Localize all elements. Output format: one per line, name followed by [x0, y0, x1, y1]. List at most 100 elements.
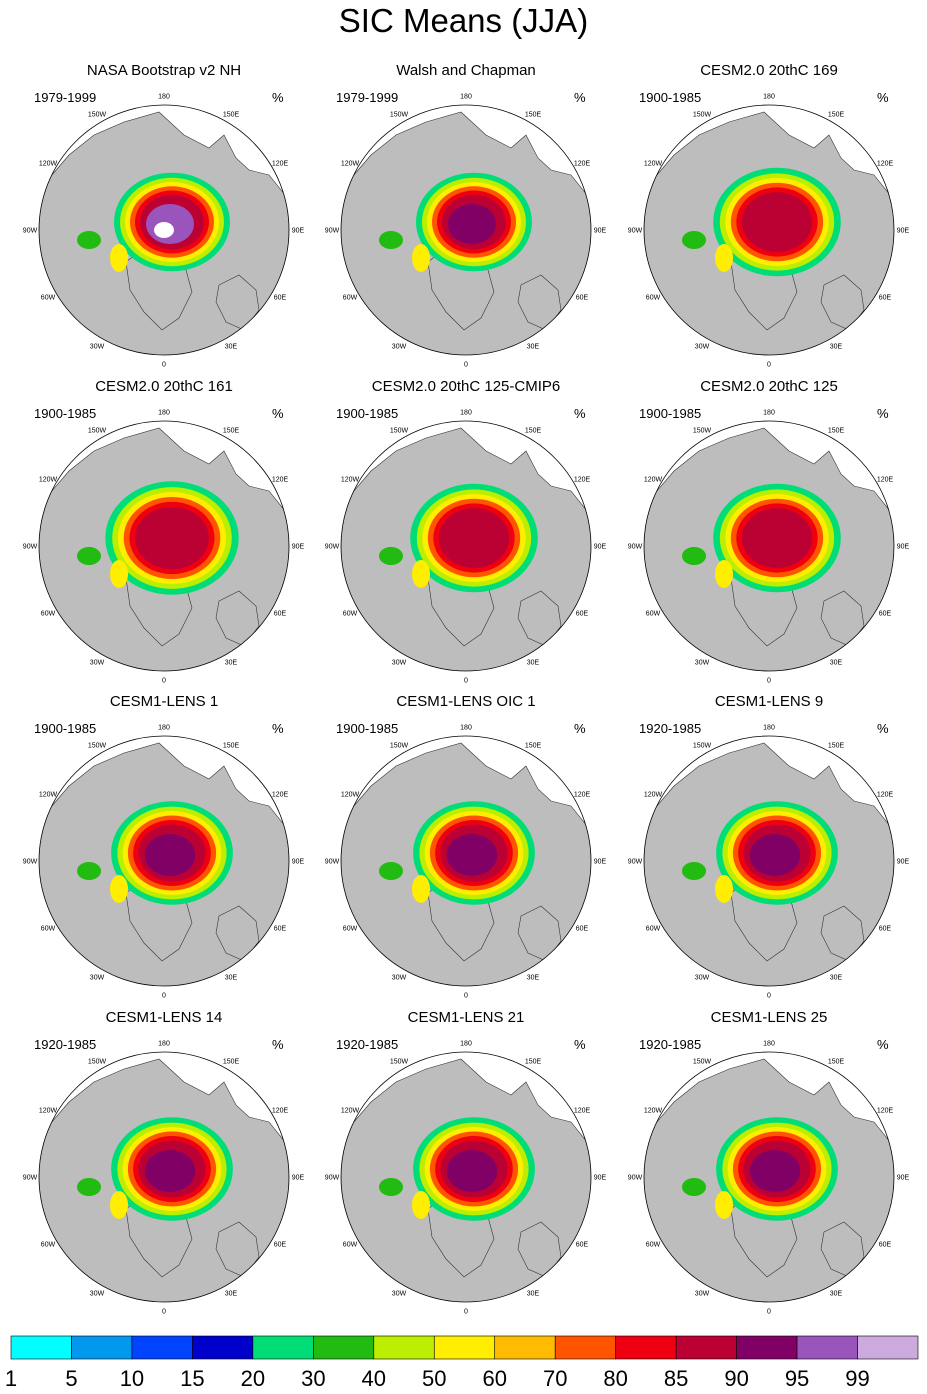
colorbar-swatch [373, 1335, 435, 1360]
panel-title: CESM1-LENS 9 [715, 693, 823, 710]
longitude-label: 30E [225, 344, 238, 351]
longitude-label: 150W [88, 1059, 107, 1066]
map-boundary [38, 735, 290, 987]
longitude-label: 120W [39, 792, 58, 799]
longitude-label: 120W [644, 477, 663, 484]
map-disk [341, 1052, 591, 1302]
longitude-label: 30W [695, 344, 710, 351]
longitude-label: 150E [525, 428, 542, 435]
panel-title: Walsh and Chapman [396, 62, 536, 79]
longitude-label: 30E [830, 1291, 843, 1298]
longitude-label: 60W [646, 926, 661, 933]
hudson-bay-ice [682, 231, 706, 249]
longitude-label: 90E [594, 544, 607, 551]
sea-ice-core [445, 518, 499, 562]
longitude-label: 120E [272, 792, 289, 799]
longitude-label: 60E [274, 295, 287, 302]
longitude-label: 30W [90, 660, 105, 667]
map-panel: CESM1-LENS 9 1920-1985 % 180 150W 150E 120W 120… [628, 693, 910, 1000]
panel-title: CESM1-LENS OIC 1 [396, 693, 535, 710]
longitude-label: 30W [695, 660, 710, 667]
hudson-bay-ice [379, 231, 403, 249]
longitude-label: 30W [392, 660, 407, 667]
longitude-label: 150W [390, 743, 409, 750]
longitude-label: 120E [877, 792, 894, 799]
longitude-label: 90W [628, 1175, 643, 1182]
longitude-label: 90W [325, 544, 340, 551]
figure-title: SIC Means (JJA) [338, 2, 589, 39]
panel-period: 1900-1985 [34, 406, 96, 421]
baffin-bay-ice [110, 244, 128, 272]
longitude-label: 90E [897, 228, 910, 235]
panel-title: CESM1-LENS 1 [110, 693, 218, 710]
longitude-label: 90W [628, 228, 643, 235]
longitude-label: 60E [879, 611, 892, 618]
baffin-bay-ice [715, 244, 733, 272]
longitude-label: 30E [527, 344, 540, 351]
panel-title: CESM2.0 20thC 161 [95, 378, 233, 395]
longitude-label: 30E [830, 344, 843, 351]
longitude-label: 0 [162, 362, 166, 369]
longitude-label: 150E [828, 743, 845, 750]
longitude-label: 30W [695, 1291, 710, 1298]
hudson-bay-ice [682, 547, 706, 565]
longitude-label: 60E [576, 295, 589, 302]
longitude-label: 180 [763, 725, 775, 732]
longitude-label: 0 [464, 1309, 468, 1316]
longitude-label: 30W [392, 1291, 407, 1298]
colorbar-level-label: 50 [422, 1366, 446, 1391]
colorbar-swatch [554, 1335, 616, 1360]
longitude-label: 150W [88, 112, 107, 119]
panel-unit: % [877, 721, 889, 736]
map-disk [39, 105, 289, 355]
sea-ice-core [749, 1150, 801, 1192]
panel-period: 1900-1985 [336, 721, 398, 736]
colorbar-swatch [675, 1335, 737, 1360]
map-panel: CESM1-LENS 14 1920-1985 % 180 150W 150E 120W 12… [23, 1009, 305, 1316]
longitude-label: 180 [460, 410, 472, 417]
colorbar: 1 5 10 15 20 30 40 50 60 70 80 85 90 95 99 [5, 1335, 919, 1391]
longitude-label: 180 [763, 1041, 775, 1048]
map-disk [644, 421, 894, 671]
sea-ice-core [446, 1150, 498, 1192]
longitude-label: 150W [693, 743, 712, 750]
hudson-bay-ice [77, 231, 101, 249]
panel-unit: % [574, 721, 586, 736]
longitude-label: 60E [879, 295, 892, 302]
longitude-label: 0 [767, 362, 771, 369]
longitude-label: 60W [646, 295, 661, 302]
longitude-label: 90W [325, 859, 340, 866]
baffin-bay-ice [412, 560, 430, 588]
longitude-label: 150W [693, 112, 712, 119]
longitude-label: 120W [39, 161, 58, 168]
colorbar-level-label: 85 [664, 1366, 688, 1391]
map-boundary [38, 1051, 290, 1303]
baffin-bay-ice [412, 875, 430, 903]
map-disk [644, 105, 894, 355]
panel-period: 1920-1985 [336, 1037, 398, 1052]
longitude-label: 30E [830, 975, 843, 982]
pole-hole [154, 222, 174, 238]
panel-period: 1900-1985 [639, 90, 701, 105]
panel-unit: % [877, 406, 889, 421]
longitude-label: 0 [162, 993, 166, 1000]
map-disk [644, 736, 894, 986]
longitude-label: 90E [897, 859, 910, 866]
longitude-label: 120E [272, 161, 289, 168]
baffin-bay-ice [715, 875, 733, 903]
longitude-label: 30E [527, 660, 540, 667]
longitude-label: 120W [341, 1108, 360, 1115]
longitude-label: 120W [39, 1108, 58, 1115]
baffin-bay-ice [412, 1191, 430, 1219]
map-panel: CESM2.0 20thC 161 1900-1985 % 180 150W 150E 12… [23, 378, 305, 685]
longitude-label: 0 [162, 678, 166, 685]
longitude-label: 30W [90, 975, 105, 982]
colorbar-level-label: 20 [241, 1366, 265, 1391]
longitude-label: 60E [576, 926, 589, 933]
colorbar-level-label: 80 [603, 1366, 627, 1391]
longitude-label: 150W [390, 428, 409, 435]
longitude-label: 120E [574, 477, 591, 484]
sea-ice-core [446, 834, 498, 876]
colorbar-level-label: 5 [65, 1366, 77, 1391]
